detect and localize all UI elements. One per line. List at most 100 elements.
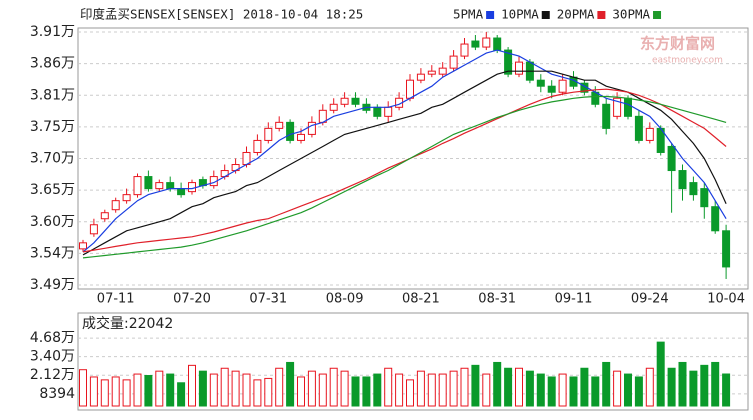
x-tick-label: 08-21 bbox=[402, 292, 440, 307]
volume-bar bbox=[275, 367, 284, 407]
x-tick-label: 10-04 bbox=[707, 292, 745, 307]
volume-bar bbox=[133, 373, 142, 407]
legend-swatch bbox=[486, 11, 495, 19]
volume-bar bbox=[525, 370, 534, 407]
candle-body bbox=[547, 85, 556, 93]
ma-line bbox=[82, 49, 727, 253]
volume-bar bbox=[493, 361, 502, 407]
volume-bar bbox=[460, 367, 469, 407]
volume-bar bbox=[504, 367, 513, 407]
y-tick-label: 3.40万 bbox=[30, 349, 75, 365]
candle-body bbox=[482, 37, 491, 48]
y-tick-label: 3.54万 bbox=[30, 245, 75, 261]
candle-body bbox=[722, 230, 731, 268]
legend-swatch bbox=[597, 11, 606, 19]
y-tick-label: 4.68万 bbox=[30, 330, 75, 346]
candle-body bbox=[613, 97, 622, 117]
volume-bar bbox=[122, 379, 131, 407]
y-tick-label: 3.49万 bbox=[30, 277, 75, 293]
volume-bar bbox=[264, 377, 273, 407]
candle-body bbox=[536, 79, 545, 87]
volume-bar bbox=[253, 379, 262, 407]
volume-bar bbox=[667, 367, 676, 407]
candle-body bbox=[406, 79, 414, 99]
candle-body bbox=[122, 194, 131, 202]
volume-bar bbox=[79, 369, 87, 407]
volume-bar bbox=[340, 370, 349, 407]
candle-body bbox=[166, 182, 175, 190]
volume-bar bbox=[613, 370, 622, 407]
volume-bar bbox=[471, 364, 480, 407]
ma-line bbox=[82, 70, 727, 256]
y-tick-label: 3.75万 bbox=[30, 119, 75, 135]
candle-body bbox=[602, 103, 611, 129]
candle-body bbox=[340, 97, 349, 105]
candle-body bbox=[460, 43, 469, 57]
volume-bar bbox=[438, 373, 447, 407]
x-tick-label: 08-31 bbox=[478, 292, 516, 307]
candle-body bbox=[264, 127, 273, 141]
volume-bar bbox=[384, 367, 393, 407]
x-tick-label: 07-11 bbox=[97, 292, 135, 307]
volume-bar bbox=[547, 376, 556, 407]
volume-bar bbox=[580, 367, 589, 407]
volume-bar bbox=[645, 367, 654, 407]
candle-body bbox=[634, 115, 643, 141]
candle-body bbox=[493, 37, 502, 51]
x-tick-label: 09-24 bbox=[631, 292, 669, 307]
volume-bar bbox=[198, 370, 207, 407]
volume-bar bbox=[678, 361, 687, 407]
watermark: 东方财富网 bbox=[640, 35, 715, 53]
volume-bar bbox=[144, 375, 153, 407]
watermark-sub: eastmoney.com bbox=[652, 56, 723, 66]
volume-bar bbox=[166, 373, 175, 407]
volume-bar bbox=[329, 367, 338, 407]
candle-body bbox=[711, 206, 720, 232]
x-tick-label: 09-11 bbox=[555, 292, 593, 307]
candle-body bbox=[188, 182, 196, 193]
candle-body bbox=[144, 176, 153, 190]
candle-body bbox=[384, 106, 393, 117]
volume-bar bbox=[482, 373, 491, 407]
volume-bar bbox=[100, 379, 109, 407]
candle-body bbox=[515, 61, 523, 75]
volume-bar bbox=[416, 370, 425, 407]
volume-bar bbox=[689, 370, 698, 407]
ma-line bbox=[82, 95, 727, 259]
volume-bar bbox=[318, 373, 327, 407]
candle-body bbox=[275, 121, 284, 129]
candle-body bbox=[133, 176, 142, 196]
candle-body bbox=[111, 200, 120, 211]
y-tick-label: 3.70万 bbox=[30, 151, 75, 167]
candle-body bbox=[79, 242, 87, 250]
y-tick-label: 3.65万 bbox=[30, 182, 75, 198]
candle-body bbox=[89, 224, 98, 235]
volume-bar bbox=[722, 373, 731, 407]
volume-bar bbox=[700, 364, 709, 407]
candle-body bbox=[504, 49, 513, 75]
volume-bar bbox=[395, 373, 404, 407]
volume-bar bbox=[536, 373, 545, 407]
candle-body bbox=[624, 97, 632, 117]
volume-bar bbox=[591, 376, 600, 407]
candle-body bbox=[373, 106, 382, 117]
candle-body bbox=[177, 188, 186, 196]
volume-bar bbox=[242, 373, 251, 407]
candle-body bbox=[471, 40, 480, 48]
legend-label: 10PMA bbox=[501, 7, 539, 22]
legend-label: 5PMA bbox=[453, 7, 484, 22]
candle-body bbox=[558, 79, 567, 93]
candle-body bbox=[351, 97, 360, 105]
legend-swatch bbox=[653, 11, 662, 19]
volume-bar bbox=[427, 373, 436, 407]
candle-body bbox=[253, 139, 262, 153]
volume-bar bbox=[449, 370, 458, 407]
volume-bar bbox=[177, 382, 186, 407]
candle-body bbox=[100, 212, 109, 220]
volume-bar bbox=[362, 376, 371, 407]
candle-body bbox=[700, 188, 709, 208]
legend-label: 30PMA bbox=[612, 7, 650, 22]
y-tick-label: 3.86万 bbox=[30, 56, 75, 72]
volume-bar bbox=[558, 373, 567, 407]
